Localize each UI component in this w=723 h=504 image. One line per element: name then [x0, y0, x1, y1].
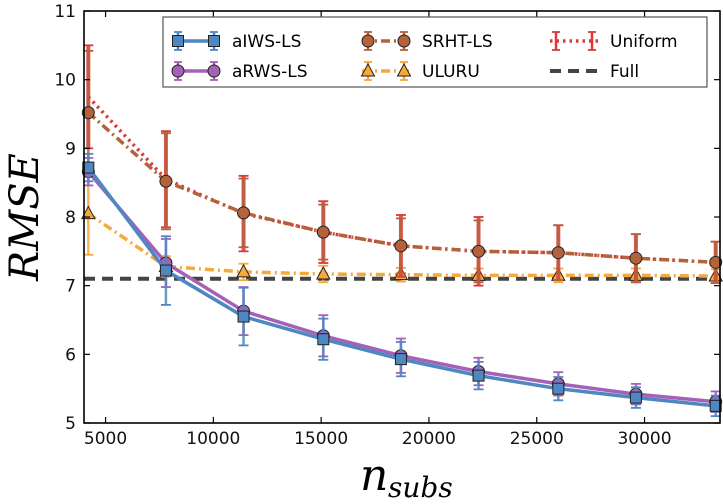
legend-label-full: Full — [610, 62, 639, 82]
legend-item-srht-ls: SRHT-LS — [361, 31, 493, 52]
aiws-ls-point — [709, 399, 722, 412]
legend-item-full: Full — [550, 62, 639, 82]
legend: aIWS-LS aRWS-LS SRHT-LS ULURU Uniform Full — [162, 16, 708, 88]
x-tick-label: 25000 — [510, 429, 564, 449]
y-tick-label: 5 — [65, 414, 76, 434]
uluru-point — [236, 263, 251, 278]
legend-item-arws-ls: aRWS-LS — [171, 61, 308, 82]
srht-ls-point — [709, 255, 723, 269]
srht-ls-point — [629, 251, 643, 265]
x-tick-label: 30000 — [617, 429, 671, 449]
x-tick-label: 15000 — [294, 429, 348, 449]
srht-ls-point — [551, 246, 565, 260]
legend-item-uniform: Uniform — [550, 31, 678, 52]
y-axis-label-text: RMSE — [2, 153, 48, 282]
x-axis-label-main: n — [360, 450, 388, 501]
legend-marker-uluru — [360, 62, 376, 77]
y-tick-label: 7 — [65, 277, 76, 297]
x-axis-label-subscript: subs — [388, 471, 453, 504]
legend-item-aiws-ls: aIWS-LS — [172, 31, 301, 52]
legend-marker-srht-ls — [361, 34, 375, 48]
legend-marker-arws-ls — [171, 64, 185, 78]
x-axis-label: n subs — [360, 450, 453, 504]
legend-marker-arws-ls — [207, 64, 221, 78]
srht-ls-point — [316, 225, 330, 239]
srht-ls-point — [237, 206, 251, 220]
legend-label-uniform: Uniform — [610, 32, 678, 52]
legend-marker-uluru — [396, 62, 412, 77]
x-tick-label: 20000 — [402, 429, 456, 449]
legend-label-aiws-ls: aIWS-LS — [232, 32, 301, 52]
legend-marker-srht-ls — [397, 34, 411, 48]
aiws-ls-point — [629, 391, 642, 404]
srht-ls-point — [394, 239, 408, 253]
uluru-point — [80, 205, 96, 220]
y-tick-label: 9 — [65, 139, 76, 159]
aiws-ls-point — [82, 161, 95, 174]
y-tick-label: 10 — [54, 71, 76, 91]
aiws-ls-point — [237, 310, 250, 323]
legend-marker-aiws-ls — [172, 35, 184, 47]
x-tick-label: 5000 — [84, 429, 127, 449]
series-aiws-ls — [82, 152, 722, 418]
legend-label-arws-ls: aRWS-LS — [232, 62, 308, 82]
aiws-ls-point — [552, 382, 565, 395]
y-tick-label: 8 — [65, 208, 76, 228]
y-axis-label: RMSE — [2, 153, 48, 282]
legend-marker-aiws-ls — [208, 35, 220, 47]
legend-frame — [162, 16, 708, 88]
srht-ls-point — [472, 244, 486, 258]
srht-ls-point — [159, 174, 173, 188]
aiws-ls-point — [159, 264, 172, 277]
legend-label-uluru: ULURU — [422, 62, 480, 82]
aiws-ls-point — [317, 333, 330, 346]
y-tick-label: 11 — [54, 2, 76, 22]
x-tick-label: 10000 — [186, 429, 240, 449]
y-tick-label: 6 — [65, 345, 76, 365]
legend-label-srht-ls: SRHT-LS — [422, 32, 493, 52]
aiws-ls-point — [472, 369, 485, 382]
uluru-point — [315, 265, 331, 280]
legend-item-uluru: ULURU — [360, 61, 480, 82]
aiws-ls-point — [394, 353, 407, 366]
srht-ls-point — [81, 106, 95, 120]
